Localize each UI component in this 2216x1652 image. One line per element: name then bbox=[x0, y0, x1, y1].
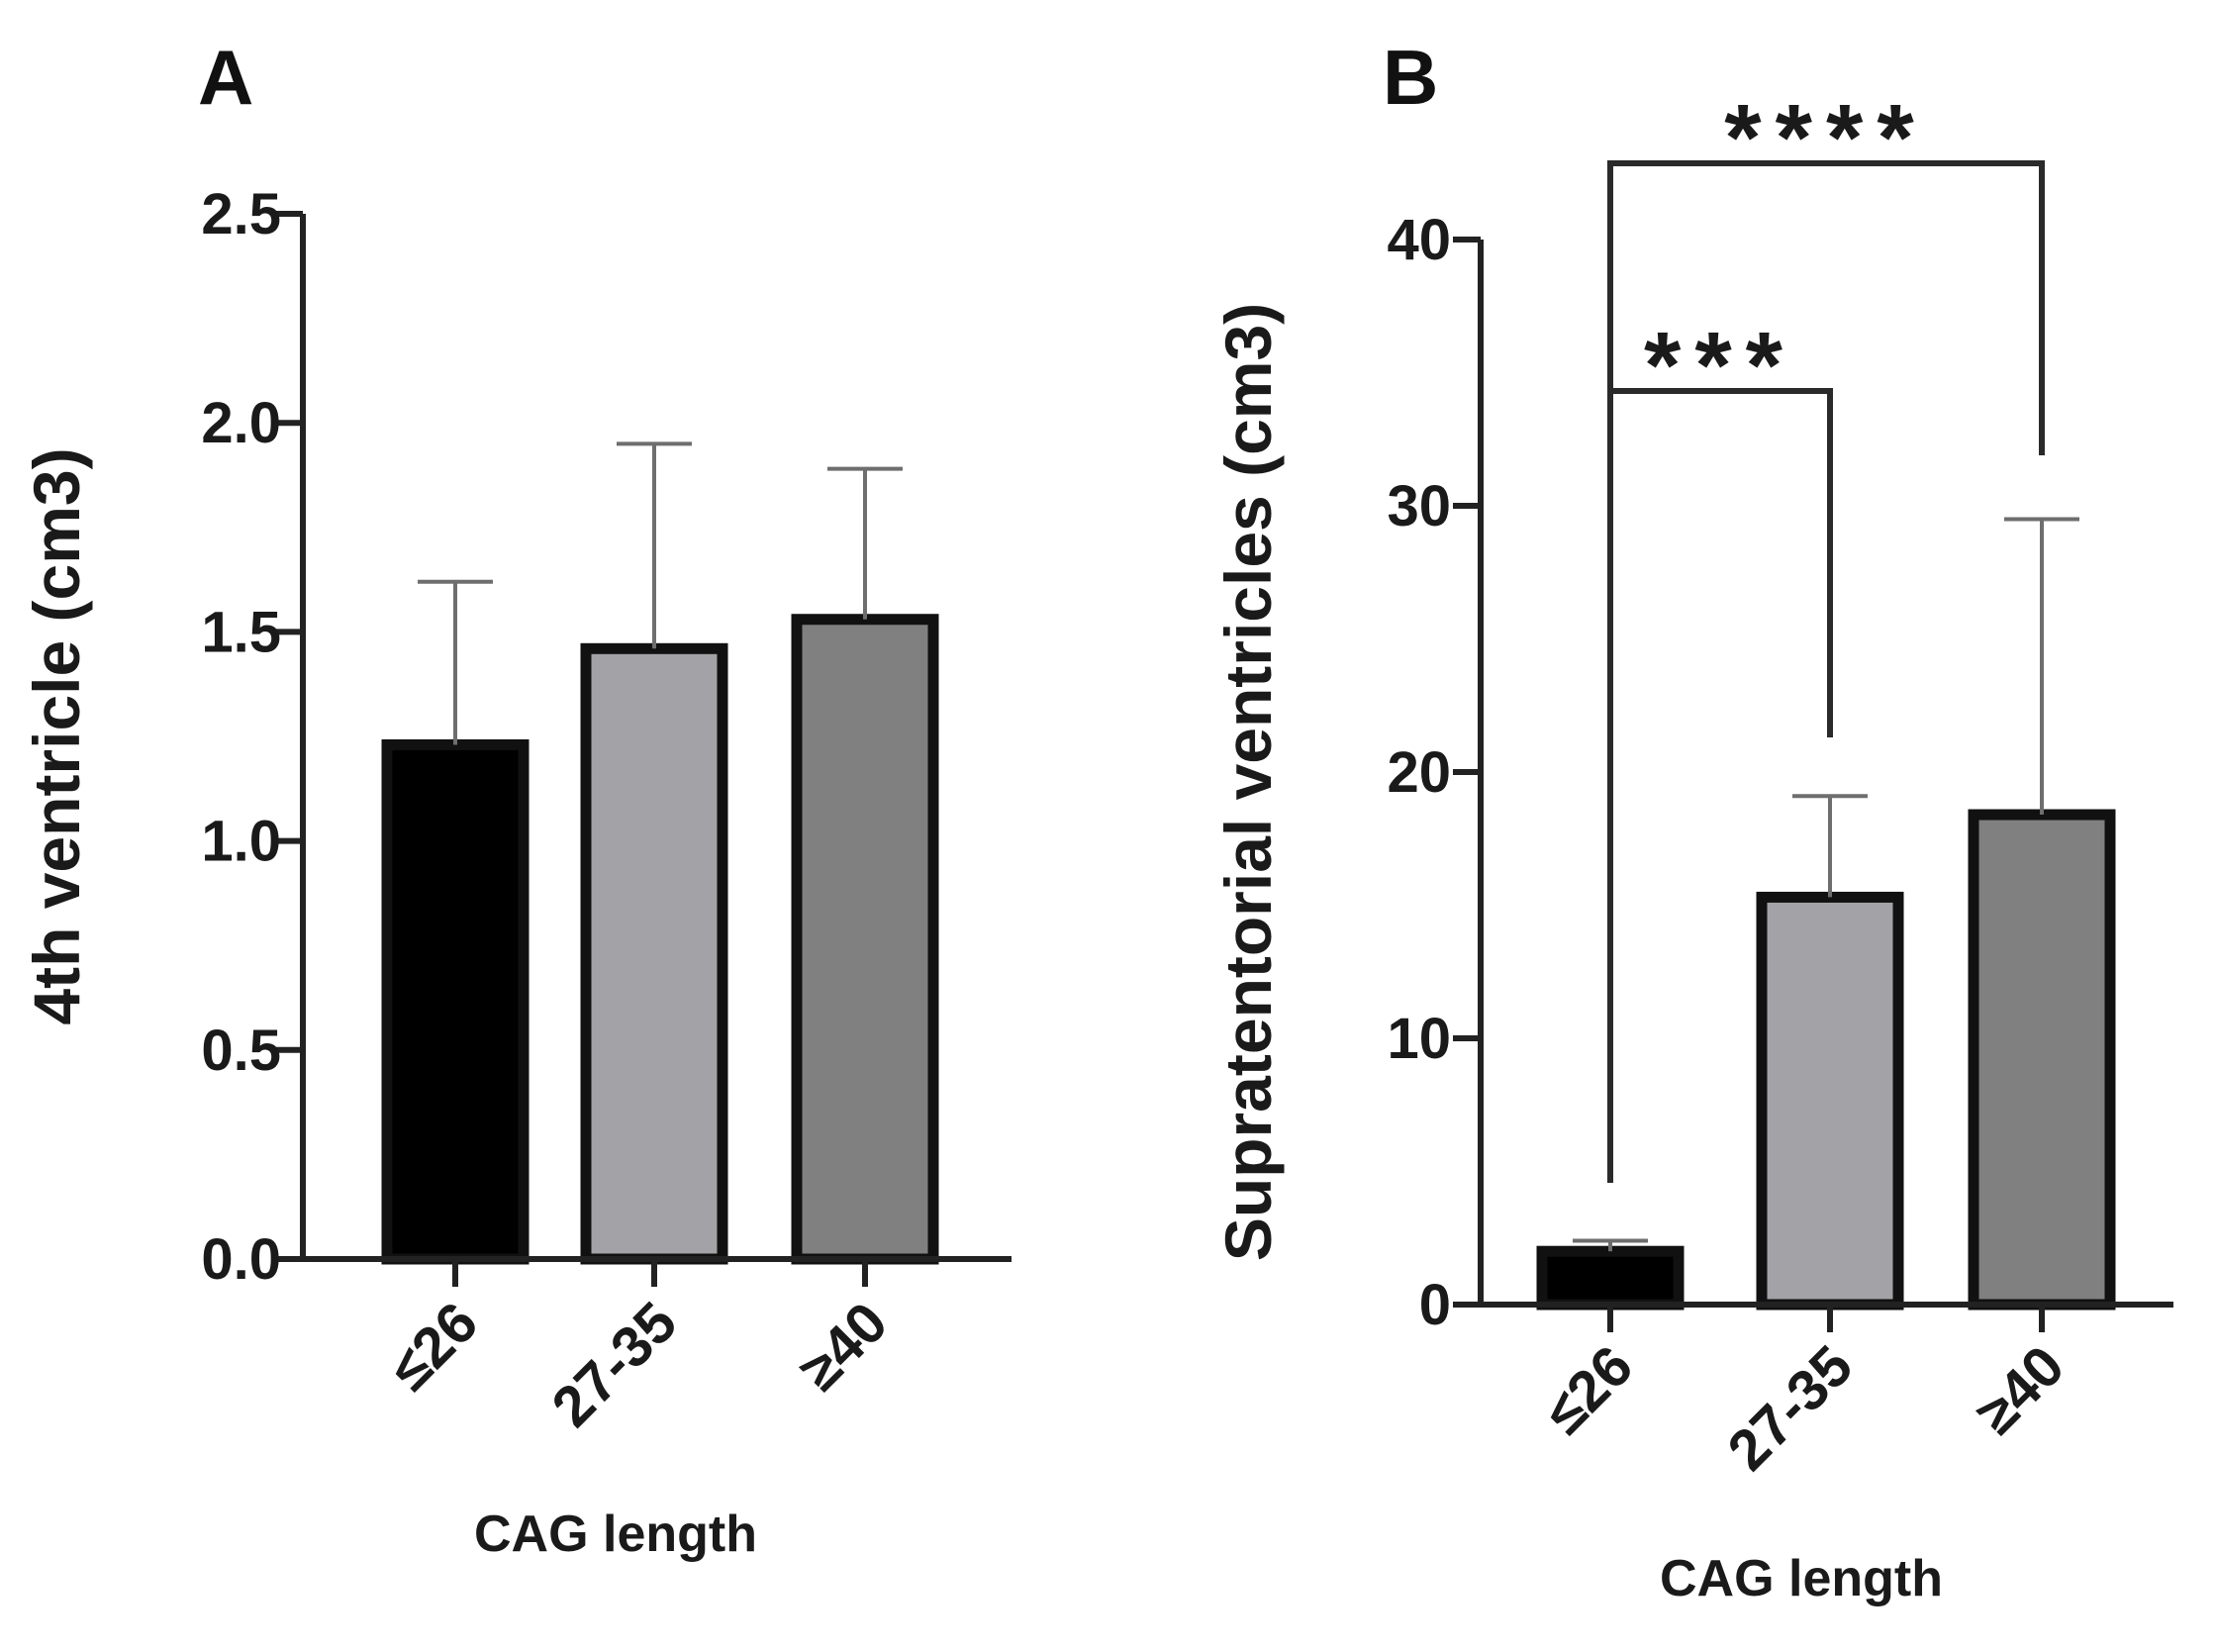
y-axis-title: Supratentorial ventricles (cm3) bbox=[1211, 303, 1285, 1261]
y-tick-label: 1.0 bbox=[201, 810, 281, 874]
x-category-label: ≥40 bbox=[1964, 1333, 2076, 1446]
y-tick-label: 0.0 bbox=[201, 1227, 281, 1292]
bar-1 bbox=[1536, 1245, 1685, 1311]
bar-2 bbox=[580, 642, 728, 1265]
x-axis-title: CAG length bbox=[1660, 1550, 1943, 1607]
panel-b-plot: 0 10 20 30 40 ≤26 27-35 ≥40 Supratentorial ventr… bbox=[1211, 85, 2173, 1607]
panel-a: A 0.0 0.5 1.0 1.5 2.0 2.5 ≤26 27-35 ≥40 4th ventr… bbox=[20, 34, 1012, 1563]
y-tick-label: 0 bbox=[1419, 1273, 1451, 1337]
x-category-label: 27-35 bbox=[539, 1290, 689, 1439]
y-tick-label: 0.5 bbox=[201, 1019, 281, 1083]
y-tick-label: 1.5 bbox=[201, 600, 281, 664]
panel-b-label: B bbox=[1383, 34, 1438, 121]
panel-a-plot: 0.0 0.5 1.0 1.5 2.0 2.5 ≤26 27-35 ≥40 4th ventric… bbox=[20, 182, 1012, 1563]
y-tick-label: 2.0 bbox=[201, 391, 281, 455]
x-category-label: ≤26 bbox=[1532, 1333, 1645, 1446]
y-tick-label: 10 bbox=[1387, 1007, 1451, 1071]
x-category-label: ≥40 bbox=[787, 1290, 900, 1403]
y-axis-title: 4th ventricle (cm3) bbox=[20, 447, 93, 1024]
significance-label-1: *** bbox=[1644, 313, 1796, 419]
y-tick-label: 40 bbox=[1387, 208, 1451, 272]
bar-1 bbox=[381, 738, 530, 1265]
x-category-label: 27-35 bbox=[1715, 1333, 1865, 1483]
y-tick-label: 2.5 bbox=[201, 182, 281, 246]
panel-b: B 0 10 20 30 40 ≤26 27-35 ≥40 Supratentorial ven… bbox=[1211, 34, 2173, 1607]
y-tick-label: 20 bbox=[1387, 740, 1451, 805]
significance-bracket-2 bbox=[1607, 160, 2045, 1183]
y-tick-label: 30 bbox=[1387, 474, 1451, 538]
bar-2 bbox=[1756, 891, 1904, 1311]
x-category-label: ≤26 bbox=[377, 1290, 490, 1403]
x-axis-title: CAG length bbox=[474, 1506, 757, 1563]
panel-a-label: A bbox=[198, 34, 253, 121]
significance-label-2: **** bbox=[1724, 85, 1927, 191]
bar-3 bbox=[1968, 809, 2116, 1311]
bar-3 bbox=[791, 614, 939, 1265]
